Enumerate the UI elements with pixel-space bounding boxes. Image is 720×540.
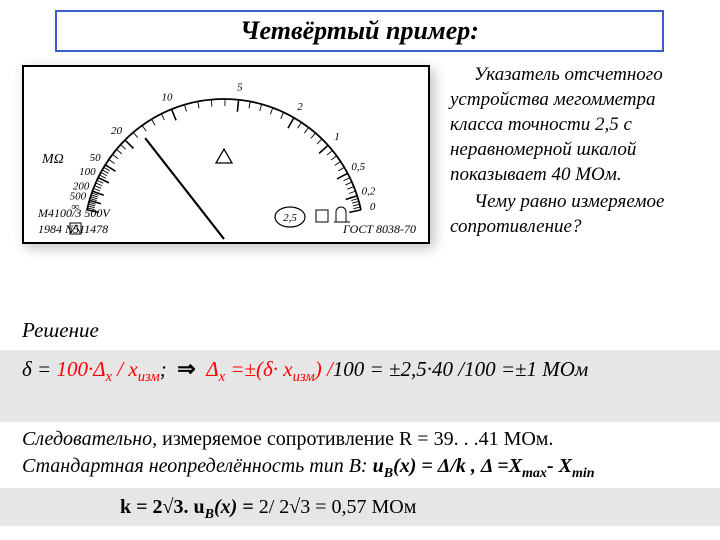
f2-line2dx: min: [572, 466, 595, 481]
svg-text:0,2: 0,2: [362, 186, 376, 198]
title-box: Четвёртый пример:: [55, 10, 664, 52]
f2-line1b: измеряемое сопротивление R =: [162, 428, 433, 450]
f2-line2b: u: [373, 455, 384, 477]
f2-line2cx: max: [522, 466, 547, 481]
f3-c: 2/ 2√3 = 0,57 МОм: [259, 496, 417, 518]
description-text: Указатель отсчетного устройства мегоммет…: [450, 62, 710, 242]
formula-delta: δ = 100·Δx / xизм; ⇒ Δx =±(δ· xизм) /100…: [22, 354, 702, 388]
svg-text:2,5: 2,5: [283, 212, 297, 224]
f1-f: =±(δ· x: [225, 357, 293, 381]
f1-e: Δ: [206, 357, 218, 381]
f1-g: ) /: [315, 357, 333, 381]
f2-line2a: Стандартная неопределённость тип B:: [22, 455, 373, 477]
formula-consequence: Следовательно, измеряемое сопротивление …: [22, 426, 712, 484]
svg-text:2: 2: [297, 101, 303, 113]
f1-b: 100·Δ: [56, 357, 105, 381]
f1-c: / x: [112, 357, 138, 381]
svg-text:10: 10: [162, 92, 174, 104]
meter-illustration: ∞5002001005020105210,50,20MΩ2,5М4100/3 5…: [22, 65, 430, 244]
f3-b: (x) =: [214, 496, 259, 518]
title-text: Четвёртый пример:: [240, 16, 479, 46]
f1-d: ;: [160, 357, 167, 381]
svg-text:5: 5: [237, 81, 243, 93]
formula-k: k = 2√3. uB(x) = 2/ 2√3 = 0,57 МОм: [120, 494, 720, 525]
description-p2: Чему равно измеряемое сопротивление?: [450, 189, 710, 239]
f1-h: 100 = ±2,5·40 /100 =±1 МОм: [333, 357, 589, 381]
svg-text:50: 50: [90, 152, 102, 164]
svg-text:0: 0: [370, 201, 376, 213]
description-p1: Указатель отсчетного устройства мегоммет…: [450, 62, 710, 187]
f3-a: k = 2√3. u: [120, 496, 205, 518]
svg-text:MΩ: MΩ: [41, 152, 64, 167]
f2-line1c: 39. . .41 МОм.: [434, 428, 554, 450]
svg-text:ГОСТ 8038-70: ГОСТ 8038-70: [342, 222, 416, 236]
svg-text:1: 1: [334, 131, 340, 143]
f2-line2bx: B: [384, 466, 393, 481]
f2-line2d: - X: [547, 455, 572, 477]
f3-ax: B: [205, 507, 214, 522]
svg-text:200: 200: [73, 181, 90, 193]
svg-text:М4100/3 500V: М4100/3 500V: [37, 206, 111, 220]
f2-line1a: Следовательно,: [22, 428, 162, 450]
svg-text:0,5: 0,5: [351, 161, 365, 173]
svg-text:20: 20: [111, 125, 123, 137]
f1-cx: изм: [138, 369, 160, 385]
arrow-icon: ⇒: [177, 356, 195, 381]
f1-fx: изм: [293, 369, 315, 385]
f1-a: δ =: [22, 357, 56, 381]
f2-line2c: (x) = Δ/k , Δ =X: [393, 455, 522, 477]
svg-text:100: 100: [79, 166, 96, 178]
solution-label: Решение: [22, 318, 99, 343]
